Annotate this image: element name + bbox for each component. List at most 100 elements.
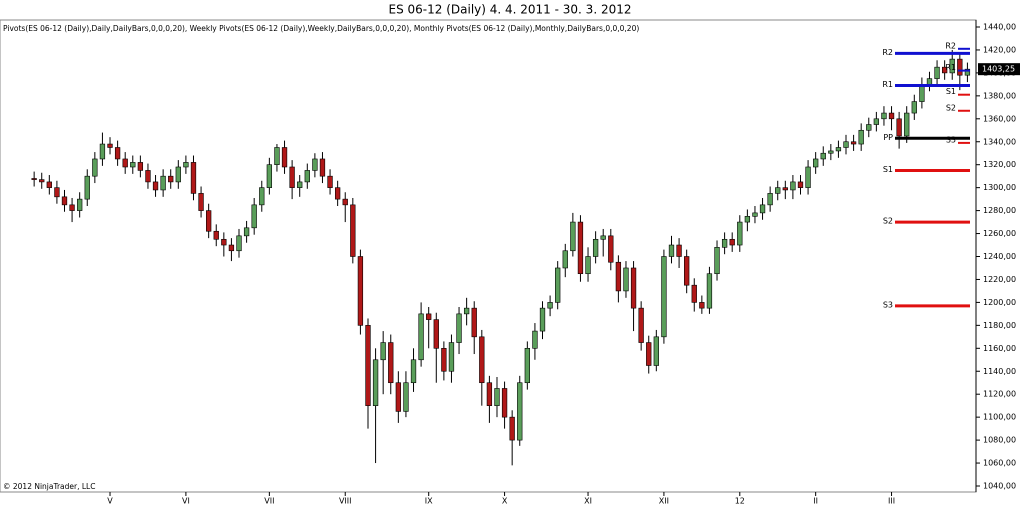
candle-body bbox=[752, 212, 758, 217]
candle-body bbox=[615, 261, 622, 292]
candle-body bbox=[949, 58, 955, 74]
candle-body bbox=[213, 230, 219, 240]
candle-body bbox=[228, 244, 235, 252]
candle-body bbox=[623, 267, 629, 292]
candle-body bbox=[122, 158, 128, 168]
monthly-pivot-label: S2 bbox=[883, 217, 893, 226]
candle-body bbox=[152, 181, 159, 191]
weekly-pivot-label: S3 bbox=[946, 135, 956, 144]
candle-body bbox=[820, 152, 826, 160]
x-tick-label: X bbox=[502, 497, 508, 506]
candle-body bbox=[782, 187, 788, 191]
x-tick-label: VIII bbox=[339, 497, 352, 506]
candle-body bbox=[585, 256, 591, 275]
y-tick-label: 1280,00 bbox=[983, 206, 1016, 215]
candle-body bbox=[691, 284, 697, 303]
candle-body bbox=[31, 178, 37, 180]
candle-body bbox=[418, 313, 424, 361]
y-tick-label: 1120,00 bbox=[983, 390, 1016, 399]
y-tick-label: 1080,00 bbox=[983, 436, 1016, 445]
candle-body bbox=[236, 235, 242, 252]
candle-body bbox=[357, 256, 364, 326]
chart-title: ES 06-12 (Daily) 4. 4. 2011 - 30. 3. 201… bbox=[389, 3, 632, 17]
candle-body bbox=[69, 204, 75, 211]
candle-body bbox=[456, 313, 462, 343]
candle-body bbox=[775, 187, 781, 194]
plot-frame bbox=[0, 19, 977, 493]
candle-body bbox=[592, 238, 599, 257]
candle-body bbox=[145, 170, 151, 183]
candle-body bbox=[638, 307, 644, 343]
candle-body bbox=[850, 141, 857, 145]
candle-body bbox=[835, 147, 842, 152]
candle-body bbox=[524, 347, 530, 384]
x-tick-label: XI bbox=[584, 497, 592, 506]
x-tick-label: II bbox=[813, 497, 818, 506]
candle-body bbox=[767, 193, 773, 206]
candle-body bbox=[441, 347, 447, 372]
candle-body bbox=[160, 175, 166, 191]
monthly-pivot-label: R2 bbox=[882, 48, 893, 57]
candle-body bbox=[509, 416, 515, 441]
monthly-pivot-label: PP bbox=[883, 133, 893, 142]
candle-body bbox=[957, 58, 963, 76]
candle-body bbox=[243, 227, 250, 237]
candle-body bbox=[699, 302, 705, 309]
candle-body bbox=[266, 164, 273, 188]
candle-body bbox=[555, 267, 561, 303]
candle-body bbox=[433, 319, 439, 349]
candle-body bbox=[92, 158, 98, 177]
candle-body bbox=[77, 198, 83, 211]
candle-body bbox=[289, 166, 295, 188]
candle-body bbox=[395, 382, 401, 412]
y-tick-label: 1360,00 bbox=[983, 114, 1016, 123]
y-tick-label: 1200,00 bbox=[983, 298, 1016, 307]
candle-body bbox=[896, 118, 902, 137]
candle-body bbox=[494, 388, 500, 406]
candle-body bbox=[426, 313, 432, 320]
candle-body bbox=[676, 244, 682, 257]
candle-body bbox=[251, 204, 257, 229]
candle-body bbox=[281, 147, 288, 168]
candle-body bbox=[403, 382, 409, 412]
candle-body bbox=[630, 267, 637, 309]
candle-body bbox=[813, 158, 819, 168]
candle-body bbox=[661, 256, 667, 338]
x-tick-label: IX bbox=[425, 497, 433, 506]
candle-body bbox=[221, 238, 227, 246]
candle-body bbox=[797, 181, 804, 188]
candle-body bbox=[372, 359, 379, 406]
y-tick-label: 1340,00 bbox=[983, 137, 1016, 146]
candle-body bbox=[790, 181, 796, 191]
candle-body bbox=[183, 162, 189, 168]
candle-body bbox=[744, 216, 751, 223]
y-tick-label: 1320,00 bbox=[983, 160, 1016, 169]
candle-body bbox=[259, 187, 265, 206]
candle-body bbox=[380, 342, 386, 361]
candle-body bbox=[964, 68, 971, 76]
candle-body bbox=[600, 235, 606, 240]
candle-body bbox=[570, 221, 576, 252]
candle-body bbox=[539, 307, 546, 332]
candle-body bbox=[130, 162, 136, 168]
candle-body bbox=[61, 196, 68, 206]
candle-body bbox=[327, 175, 333, 188]
candle-body bbox=[608, 235, 614, 263]
candle-body bbox=[168, 175, 174, 183]
x-tick-label: XII bbox=[659, 497, 669, 506]
weekly-pivot-label: R1 bbox=[945, 63, 956, 72]
candle-body bbox=[39, 179, 45, 183]
y-tick-label: 1220,00 bbox=[983, 275, 1016, 284]
candle-body bbox=[190, 162, 197, 194]
monthly-pivot-label: R1 bbox=[882, 80, 893, 89]
candle-body bbox=[198, 193, 204, 211]
indicator-list: Pivots(ES 06-12 (Daily),Daily,DailyBars,… bbox=[3, 24, 639, 33]
y-tick-label: 1100,00 bbox=[983, 413, 1016, 422]
candle-body bbox=[926, 78, 933, 85]
candle-body bbox=[84, 175, 90, 200]
candle-body bbox=[873, 118, 880, 125]
candle-body bbox=[297, 181, 303, 188]
candle-body bbox=[721, 238, 728, 248]
